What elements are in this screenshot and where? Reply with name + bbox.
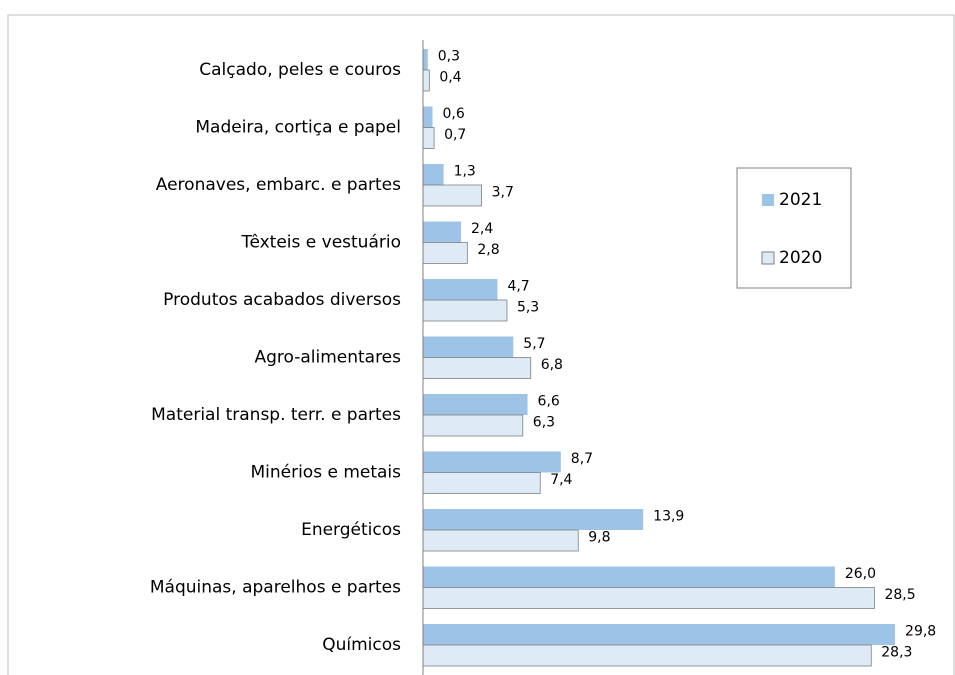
value-label: 5,3 [517, 300, 539, 316]
bar [422, 127, 435, 149]
category-label: Madeira, cortiça e papel [195, 118, 401, 138]
value-label: 13,9 [653, 509, 684, 525]
value-label: 6,6 [538, 394, 560, 410]
category-label: Produtos acabados diversos [163, 290, 401, 310]
chart-frame [7, 14, 955, 675]
value-label: 2,4 [471, 221, 493, 237]
bar [423, 106, 433, 128]
bar [423, 336, 514, 358]
bar [423, 164, 444, 185]
value-label: 0,6 [443, 106, 465, 122]
bar [423, 279, 498, 300]
category-label: Calçado, peles e couros [199, 60, 401, 80]
legend-label: 2021 [779, 190, 822, 210]
bar [423, 624, 896, 645]
value-label: 1,3 [454, 164, 476, 180]
value-label: 6,8 [541, 357, 563, 373]
category-label: Energéticos [301, 520, 401, 540]
legend-swatch [761, 251, 775, 265]
value-label: 7,4 [550, 472, 572, 488]
value-label: 6,3 [533, 415, 555, 431]
bar [423, 49, 428, 70]
bar [422, 69, 430, 92]
value-label: 0,7 [444, 127, 466, 143]
bar [423, 221, 462, 243]
category-label: Material transp. terr. e partes [151, 405, 401, 425]
category-label: Têxteis e vestuário [240, 233, 401, 253]
bar [422, 472, 541, 494]
value-label: 4,7 [507, 279, 529, 295]
bar [422, 529, 579, 552]
value-label: 28,5 [884, 587, 915, 603]
bar [422, 184, 483, 207]
value-label: 5,7 [523, 336, 545, 352]
legend-box [736, 167, 852, 289]
value-label: 26,0 [845, 566, 876, 582]
value-label: 8,7 [571, 451, 593, 467]
category-label: Minérios e metais [250, 463, 401, 483]
value-label: 29,8 [905, 624, 936, 640]
bar [422, 644, 872, 667]
value-label: 0,4 [439, 70, 461, 86]
category-label: Agro-alimentares [254, 348, 401, 368]
bar [423, 394, 528, 415]
value-label: 0,3 [438, 49, 460, 65]
bar [423, 451, 561, 473]
category-label: Aeronaves, embarc. e partes [156, 175, 401, 195]
bar [422, 587, 875, 609]
value-label: 9,8 [588, 530, 610, 546]
bar [423, 566, 835, 588]
category-label: Químicos [322, 635, 401, 655]
legend-swatch [762, 194, 774, 206]
value-label: 3,7 [492, 185, 514, 201]
bar [422, 299, 508, 322]
bar [423, 509, 644, 530]
value-label: 2,8 [477, 242, 499, 258]
bar [422, 357, 532, 379]
category-label: Máquinas, aparelhos e partes [150, 578, 401, 598]
value-label: 28,3 [881, 645, 912, 661]
bar [422, 414, 524, 437]
legend-label: 2020 [779, 248, 822, 268]
bar [422, 242, 468, 264]
